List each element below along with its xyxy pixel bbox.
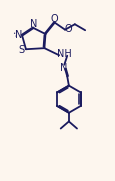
Text: N: N bbox=[59, 63, 66, 73]
Text: NH: NH bbox=[56, 49, 71, 59]
Text: N: N bbox=[14, 30, 22, 40]
Text: O: O bbox=[50, 14, 58, 24]
Text: S: S bbox=[19, 45, 25, 55]
Text: O: O bbox=[64, 24, 72, 34]
Text: N: N bbox=[30, 19, 37, 29]
